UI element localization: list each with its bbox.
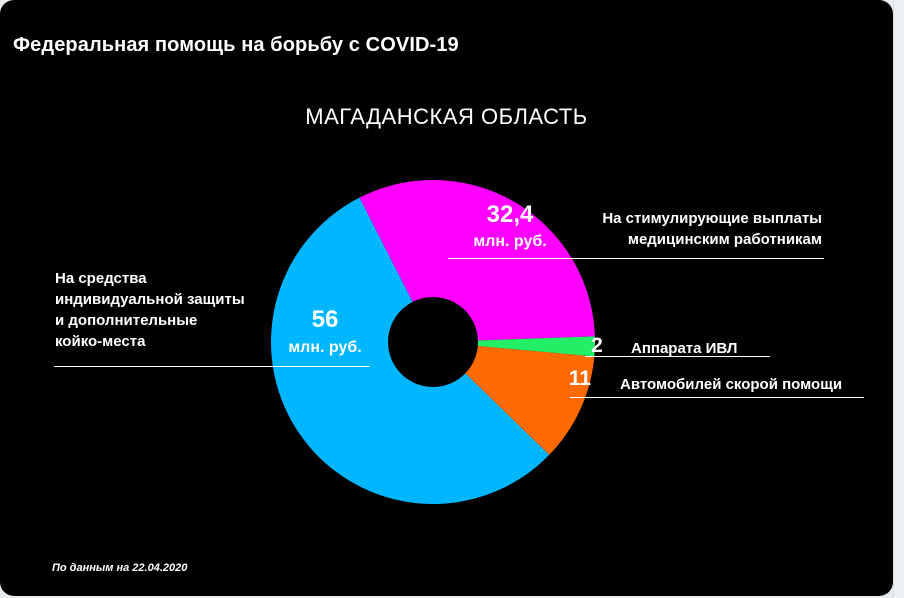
annotation-ivl: Аппарата ИВЛ (631, 340, 738, 357)
slice-ambulance (433, 342, 595, 455)
value-label-sredstva: 56 (311, 306, 339, 333)
annotation-ambulance: Автомобилей скорой помощи (620, 376, 843, 393)
chart-title: МАГАДАНСКАЯ ОБЛАСТЬ (305, 104, 588, 129)
annotation-stim: На стимулирующие выплаты медицинским раб… (602, 210, 822, 248)
donut-hole (388, 297, 478, 387)
value-label-ambulance: 11 (568, 367, 592, 390)
value-label-stim: 32,4 (486, 201, 534, 228)
value-label-ivl: 2 (591, 334, 603, 357)
annotation-sredstva: На средства индивидуальной защиты и допо… (55, 270, 245, 350)
window-edge (893, 0, 904, 598)
leader-line-ivl (585, 356, 770, 357)
leader-line-sredstva (54, 366, 370, 367)
unit-label-sredstva: млн. руб. (288, 339, 362, 356)
header-title: Федеральная помощь на борьбу с COVID-19 (13, 34, 459, 56)
leader-line-ambulance (570, 397, 864, 398)
leader-line-stim (448, 258, 824, 259)
footnote: По данным на 22.04.2020 (52, 562, 188, 574)
unit-label-stim: млн. руб. (473, 233, 547, 250)
